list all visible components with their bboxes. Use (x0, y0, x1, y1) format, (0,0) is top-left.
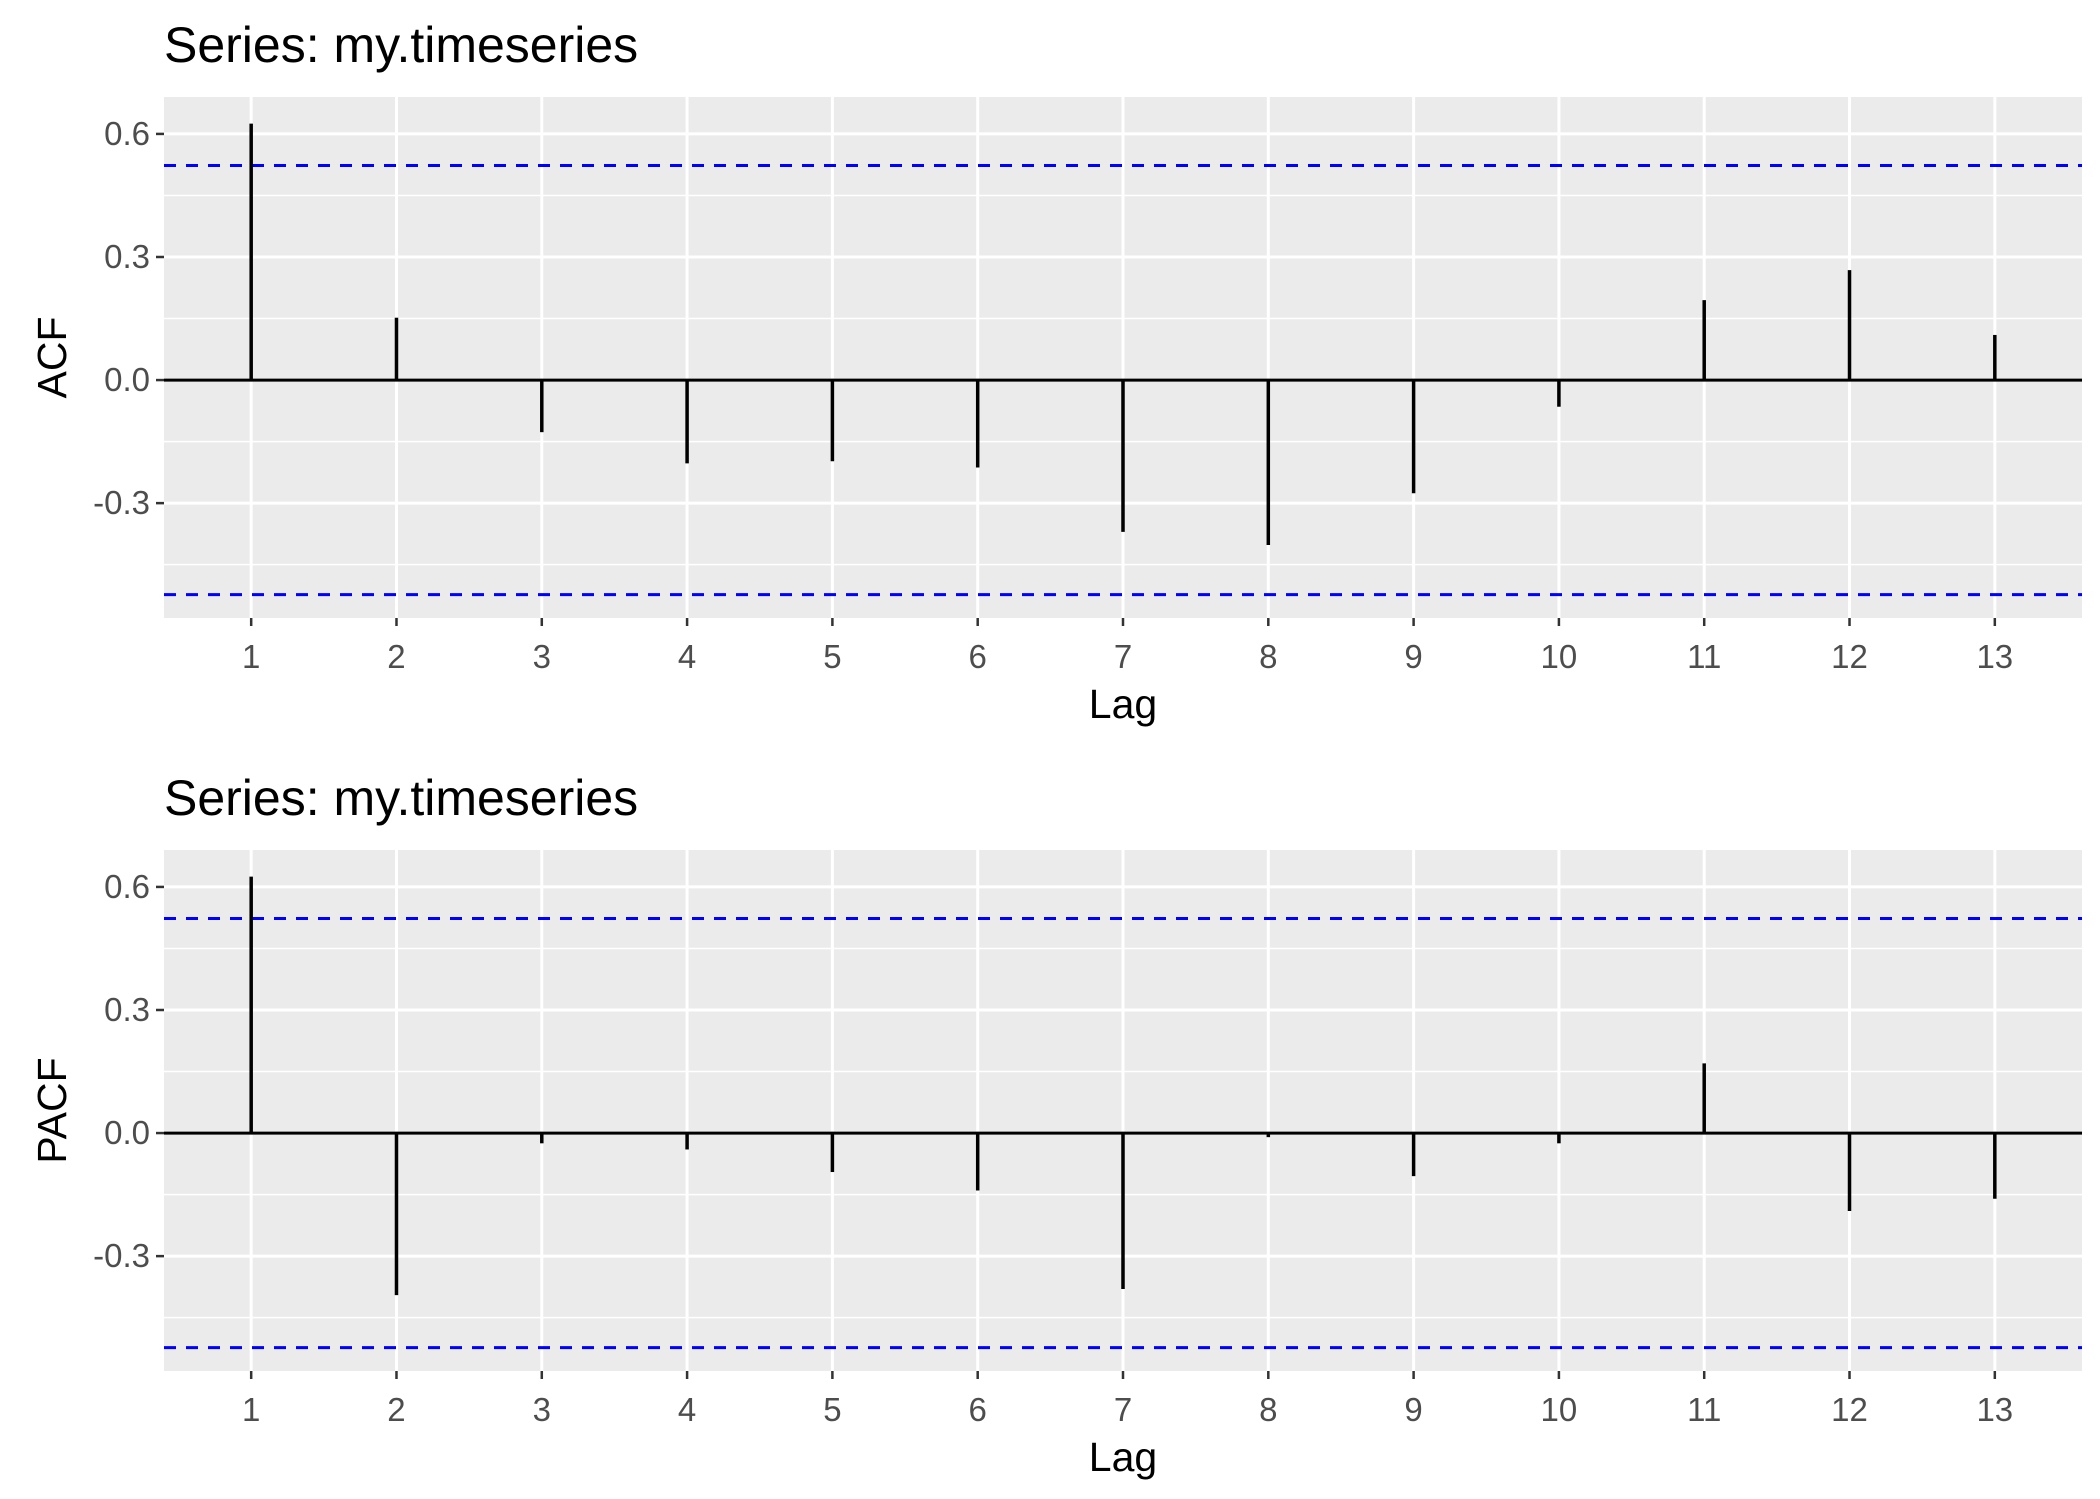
x-tick-label: 1 (242, 638, 260, 675)
y-tick-label: 0.0 (104, 361, 150, 398)
x-tick-label: 12 (1831, 1391, 1868, 1428)
chart-panel-1: Series: my.timeseries-0.30.00.30.61 2 3 4 5 6… (29, 17, 2082, 727)
chart-title: Series: my.timeseries (164, 770, 638, 826)
x-tick-label: 2 (387, 638, 405, 675)
x-tick-label: 12 (1831, 638, 1868, 675)
y-tick-label: 0.6 (104, 868, 150, 905)
x-tick-label: 7 (1114, 638, 1132, 675)
x-tick-label: 5 (823, 1391, 841, 1428)
x-tick-label: 9 (1404, 638, 1422, 675)
x-axis-title: Lag (1089, 1434, 1157, 1480)
x-tick-label: 5 (823, 638, 841, 675)
chart-title: Series: my.timeseries (164, 17, 638, 73)
x-tick-label: 13 (1976, 638, 2013, 675)
x-tick-label: 6 (969, 638, 987, 675)
x-tick-label: 8 (1259, 638, 1277, 675)
x-axis-title: Lag (1089, 681, 1157, 727)
x-tick-label: 7 (1114, 1391, 1132, 1428)
x-tick-label: 2 (387, 1391, 405, 1428)
y-tick-label: -0.3 (93, 484, 150, 521)
y-tick-label: 0.0 (104, 1114, 150, 1151)
x-tick-label: 10 (1541, 1391, 1578, 1428)
y-tick-label: 0.6 (104, 115, 150, 152)
x-tick-label: 10 (1541, 638, 1578, 675)
y-axis-title: ACF (29, 317, 75, 399)
x-tick-label: 11 (1687, 638, 1721, 675)
x-tick-label: 1 (242, 1391, 260, 1428)
x-tick-label: 3 (533, 1391, 551, 1428)
x-tick-label: 4 (678, 1391, 696, 1428)
chart-panel-2: Series: my.timeseries-0.30.00.30.61 2 3 4 5 6… (29, 770, 2082, 1480)
x-tick-label: 4 (678, 638, 696, 675)
x-tick-label: 6 (969, 1391, 987, 1428)
x-tick-label: 9 (1404, 1391, 1422, 1428)
x-tick-label: 3 (533, 638, 551, 675)
y-tick-label: 0.3 (104, 991, 150, 1028)
y-tick-label: 0.3 (104, 238, 150, 275)
x-tick-label: 13 (1976, 1391, 2013, 1428)
y-axis-title: PACF (29, 1057, 75, 1163)
x-tick-label: 11 (1687, 1391, 1721, 1428)
x-tick-label: 8 (1259, 1391, 1277, 1428)
y-tick-label: -0.3 (93, 1237, 150, 1274)
